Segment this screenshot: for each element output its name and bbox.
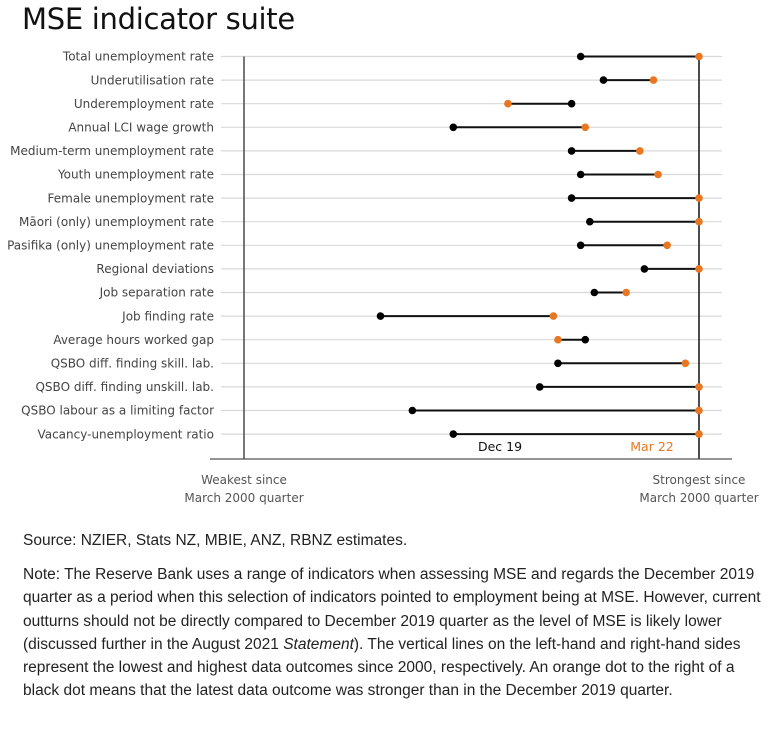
row-label: Māori (only) unemployment rate [19, 215, 214, 229]
dec19-point [449, 430, 458, 438]
chart-title: MSE indicator suite [22, 2, 295, 36]
row-label: Regional deviations [96, 262, 214, 276]
note-part2: ). The vertical lines on the left-hand a… [23, 635, 741, 700]
row-labels: Total unemployment rate Underutilisation … [7, 50, 214, 442]
mar22-point [636, 147, 644, 155]
mar22-point [581, 123, 590, 132]
dec19-point [567, 99, 576, 108]
dec19-point [535, 383, 544, 391]
mar22-point [695, 383, 703, 391]
dec19-point [640, 265, 649, 273]
row-label: Medium-term unemployment rate [10, 144, 214, 158]
mar22-point [649, 76, 658, 84]
row-label: Vacancy-unemployment ratio [37, 427, 214, 441]
row-label: Job separation rate [99, 286, 214, 300]
strongest-label-line2: March 2000 quarter [639, 491, 758, 505]
dumbbell-chart: Total unemployment rate Underutilisation … [7, 50, 759, 505]
row-label: QSBO diff. finding unskill. lab. [35, 380, 214, 394]
row-label: QSBO diff. finding skill. lab. [51, 357, 214, 371]
mar22-point [695, 265, 703, 273]
mar22-point [695, 430, 703, 438]
row-label: Underemployment rate [74, 97, 214, 111]
dec19-point [376, 312, 385, 320]
dec19-point [576, 241, 585, 250]
dec19-point [581, 335, 590, 344]
row-label: Pasifika (only) unemployment rate [7, 239, 214, 253]
source-text: Source: NZIER, Stats NZ, MBIE, ANZ, RBNZ… [23, 532, 408, 549]
mar22-point [622, 288, 630, 297]
mar22-point [549, 312, 558, 320]
note-part1: Note: The Reserve Bank uses a range of i… [23, 566, 761, 653]
mar22-point [695, 52, 703, 61]
legend-dec19: Dec 19 [478, 439, 522, 454]
dumbbell-marks [376, 52, 703, 438]
strongest-label-line1: Strongest since [653, 473, 746, 487]
mar22-point [695, 406, 703, 415]
row-label: Youth unemployment rate [57, 168, 214, 182]
weakest-label-line1: Weakest since [201, 473, 287, 487]
dec19-point [567, 147, 576, 155]
dec19-point [449, 123, 458, 132]
mar22-point [554, 335, 562, 344]
weakest-label-line2: March 2000 quarter [184, 491, 303, 505]
row-label: QSBO labour as a limiting factor [21, 404, 214, 418]
row-label: Female unemployment rate [48, 191, 214, 205]
mar22-point [681, 359, 690, 368]
dec19-point [408, 406, 417, 415]
mar22-point [654, 170, 662, 179]
mar22-point [695, 194, 703, 202]
row-label: Underutilisation rate [91, 73, 214, 87]
row-label: Total unemployment rate [62, 50, 214, 64]
legend-mar22: Mar 22 [630, 439, 673, 454]
row-label: Job finding rate [121, 309, 214, 323]
dec19-point [586, 217, 594, 226]
note-text: Note: The Reserve Bank uses a range of i… [23, 563, 763, 703]
row-label: Annual LCI wage growth [68, 121, 214, 135]
row-label: Average hours worked gap [53, 333, 214, 347]
dec19-point [576, 52, 585, 61]
gridlines [221, 55, 722, 435]
dec19-point [576, 170, 585, 179]
note-italic: Statement [283, 635, 354, 653]
dec19-point [590, 288, 599, 297]
dec19-point [599, 76, 608, 84]
dec19-point [567, 194, 576, 202]
dec19-point [554, 359, 562, 368]
mar22-point [504, 99, 512, 108]
mar22-point [663, 241, 671, 250]
mar22-point [695, 217, 703, 226]
